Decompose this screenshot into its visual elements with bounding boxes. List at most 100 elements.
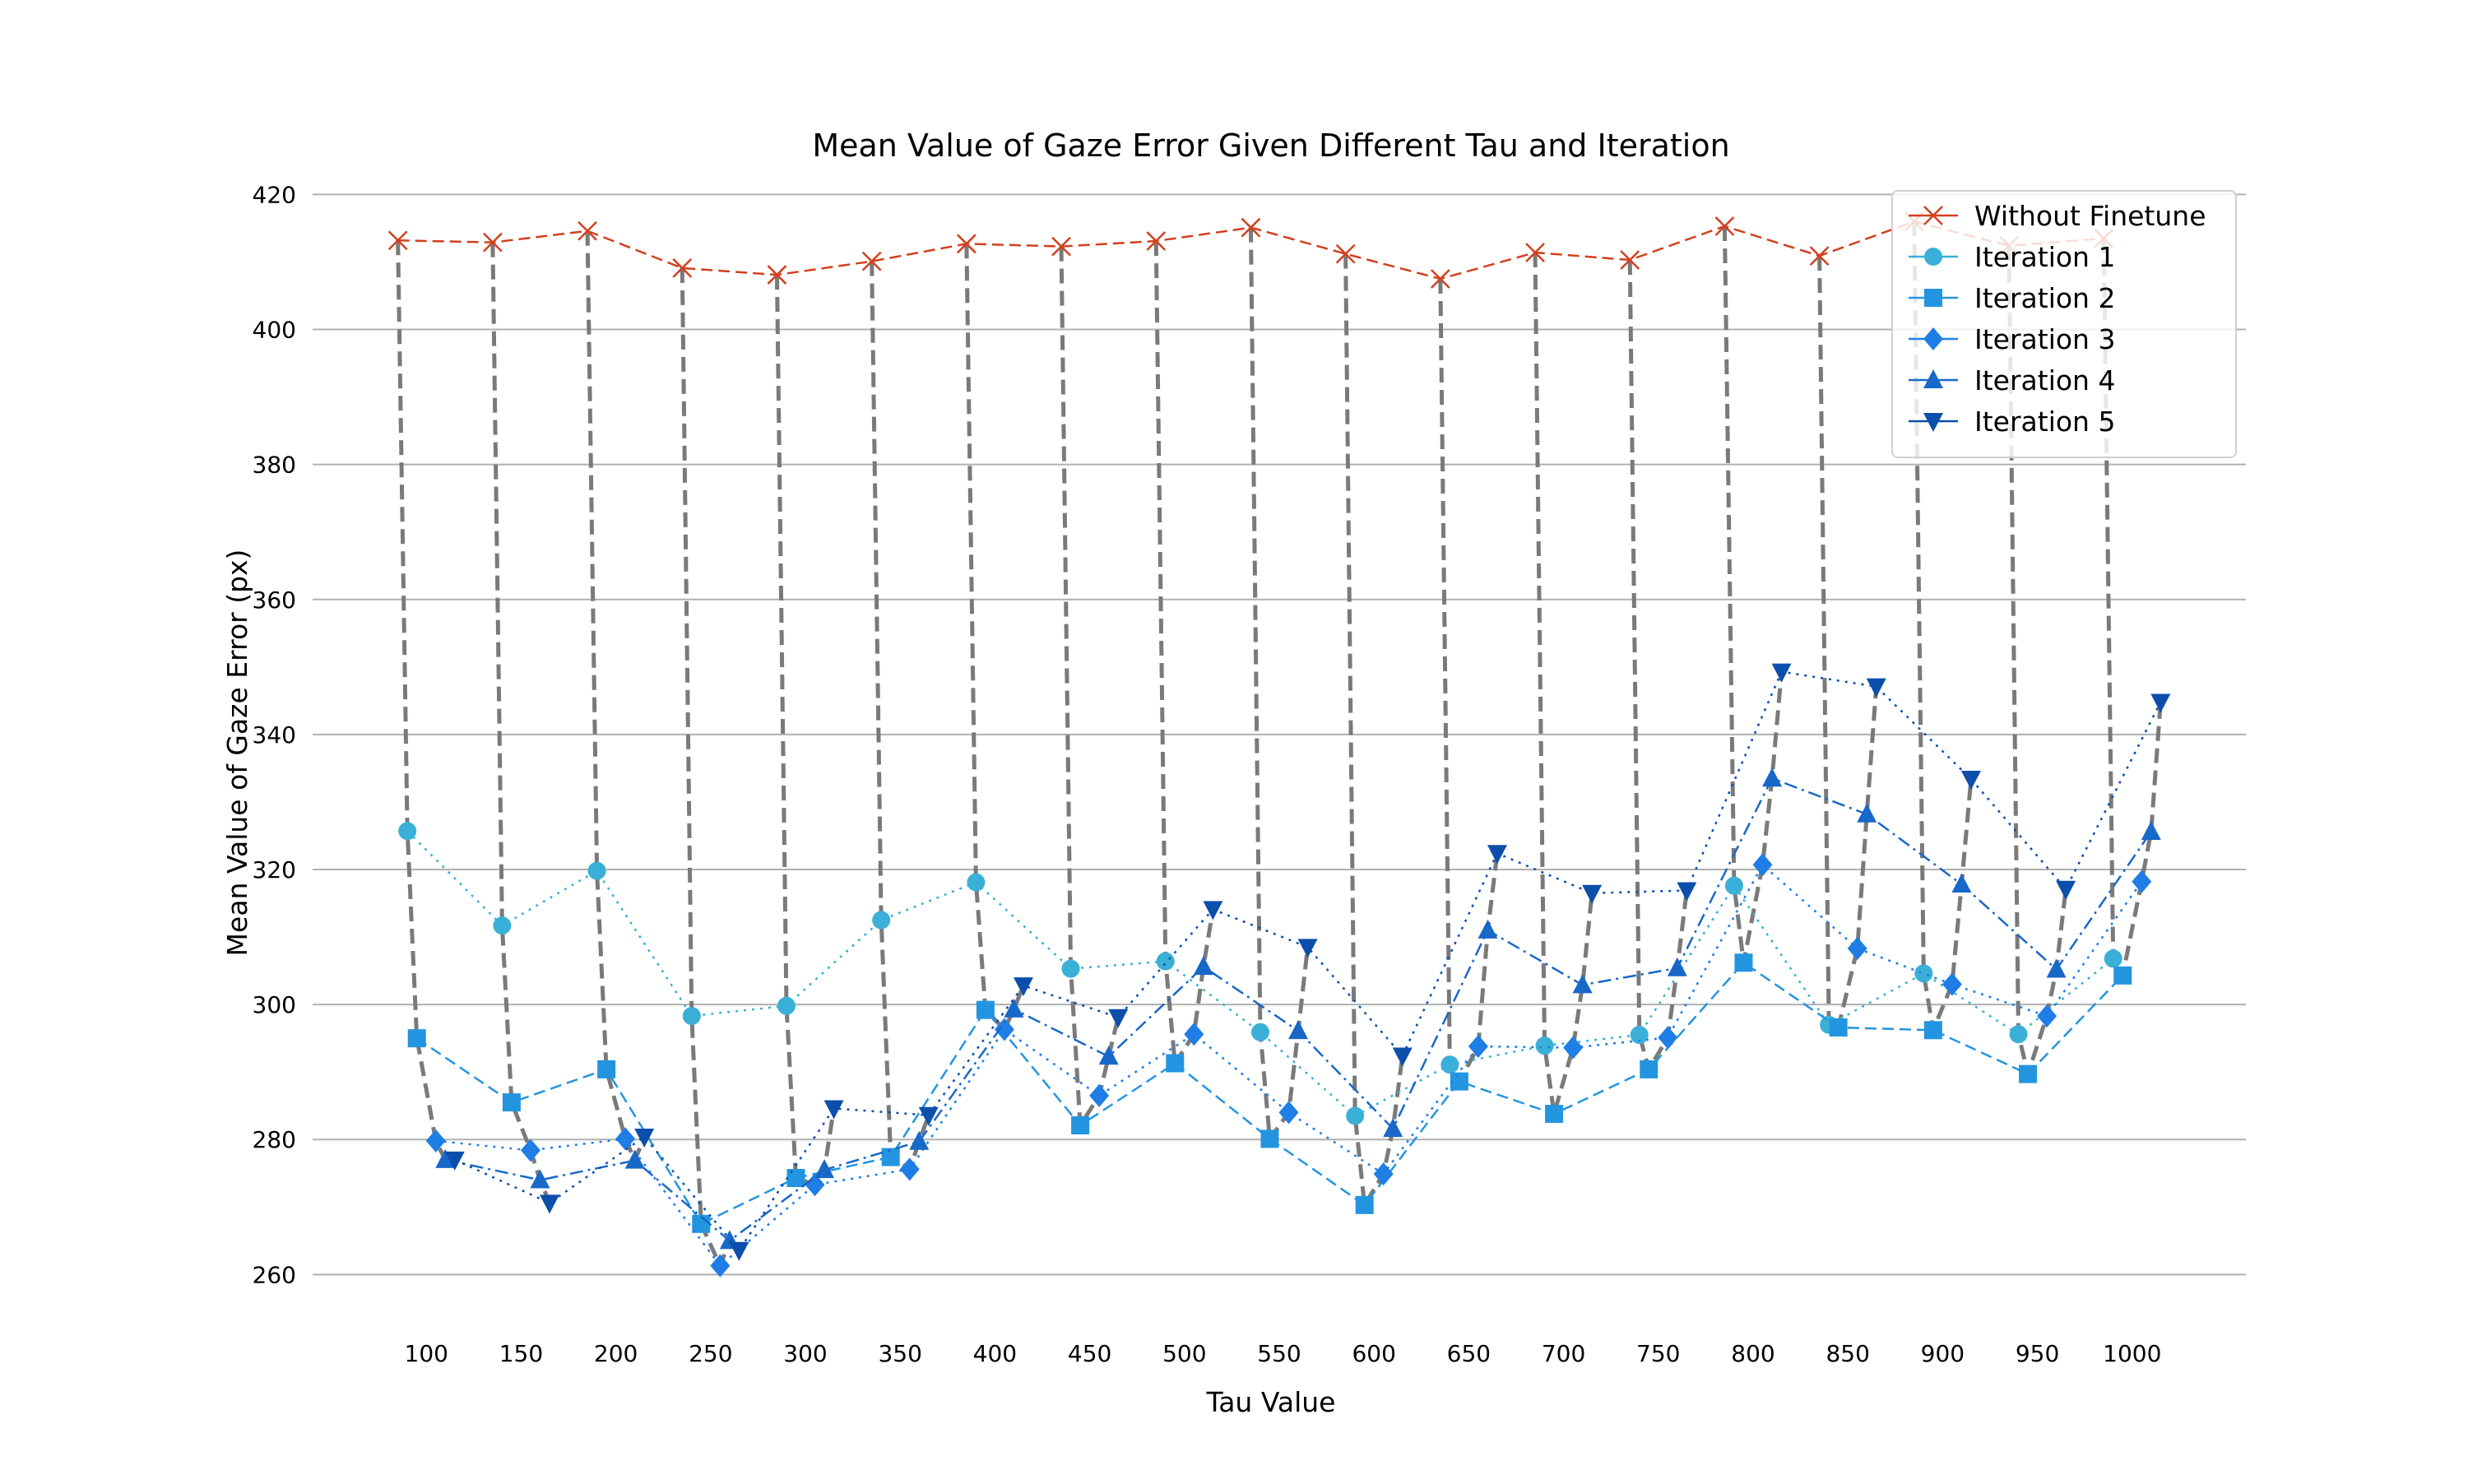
data-point: [1355, 1195, 1374, 1214]
data-point: [1346, 1106, 1365, 1125]
data-point: [2150, 693, 2171, 713]
y-tick-label: 280: [253, 1126, 296, 1153]
data-point: [1829, 1018, 1848, 1037]
data-point: [502, 1093, 521, 1112]
data-point: [1923, 1021, 1942, 1040]
y-tick-label: 400: [253, 317, 296, 344]
legend-item: Iteration 4: [1909, 364, 2115, 397]
data-point: [1440, 1055, 1459, 1074]
x-tick-label: 950: [2016, 1340, 2059, 1367]
series-line: [445, 777, 2152, 1242]
data-point: [1089, 1083, 1110, 1107]
x-tick-label: 400: [973, 1340, 1017, 1367]
data-point: [682, 1007, 701, 1026]
connector-line: [1248, 227, 1311, 1145]
data-point: [805, 1173, 825, 1197]
y-tick-label: 380: [253, 452, 296, 479]
x-tick-label: 350: [878, 1340, 921, 1367]
data-point: [578, 220, 597, 241]
data-point: [597, 1060, 616, 1078]
series-3: [425, 853, 2152, 1278]
data-point: [2104, 949, 2122, 968]
data-point: [1658, 1026, 1678, 1050]
data-point: [1620, 250, 1640, 270]
y-tick-label: 260: [253, 1261, 296, 1288]
legend-box: [1891, 190, 2237, 458]
connector-line: [1533, 252, 1594, 1115]
axis-ticks: 260 280 300 320 340 360 380 400 420 100 150 200 250 3…: [253, 181, 2162, 1367]
data-point: [634, 1128, 655, 1148]
legend-item: Iteration 5: [1909, 406, 2115, 438]
data-point: [1478, 919, 1498, 939]
data-point: [1288, 1020, 1309, 1040]
x-tick-label: 700: [1542, 1340, 1585, 1367]
connector-line: [870, 261, 931, 1173]
data-point: [1004, 998, 1024, 1018]
y-axis-label: Mean Value of Gaze Error (px): [221, 550, 253, 957]
connector-line: [1153, 240, 1215, 1069]
data-point: [1809, 246, 1830, 266]
chart-title: Mean Value of Gaze Error Given Different…: [812, 128, 1729, 164]
connector-line: [1722, 225, 1784, 963]
data-point: [710, 1254, 731, 1278]
data-point: [861, 251, 882, 271]
data-point: [615, 1127, 636, 1151]
data-point: [956, 234, 977, 254]
data-point: [1335, 243, 1356, 264]
data-point: [1108, 1009, 1129, 1028]
data-point: [2037, 1004, 2057, 1028]
data-point: [1184, 1023, 1204, 1046]
series-4: [435, 768, 2161, 1250]
x-tick-label: 750: [1636, 1340, 1680, 1367]
data-point: [777, 996, 796, 1015]
legend-label: Iteration 1: [1974, 241, 2115, 273]
data-point: [2141, 821, 2161, 841]
data-point: [1951, 874, 1972, 893]
x-tick-label: 500: [1162, 1340, 1206, 1367]
data-point: [1203, 901, 1223, 921]
data-point: [387, 230, 408, 251]
data-point: [1166, 1054, 1185, 1073]
data-point: [1071, 1116, 1090, 1135]
series-0: [387, 211, 2114, 289]
data-point: [1771, 663, 1792, 683]
data-point: [814, 1159, 835, 1179]
legend: Without Finetune Iteration 1 Iteration 2 It…: [1891, 190, 2237, 458]
data-point: [1146, 231, 1167, 251]
connector-line: [585, 230, 647, 1166]
legend-item: Iteration 1: [1909, 241, 2115, 273]
y-tick-label: 320: [253, 856, 296, 883]
x-tick-label: 200: [594, 1340, 638, 1367]
data-point: [1297, 939, 1318, 958]
data-point: [1241, 217, 1261, 238]
x-tick-label: 1000: [2103, 1340, 2161, 1367]
data-point: [530, 1169, 550, 1189]
data-point: [1572, 974, 1593, 994]
connector-line: [964, 243, 1026, 1033]
connector-line: [1343, 253, 1405, 1212]
x-tick-label: 550: [1257, 1340, 1301, 1367]
data-point: [881, 1148, 900, 1166]
x-tick-label: 450: [1068, 1340, 1111, 1367]
legend-marker: [1924, 289, 1942, 307]
series-5: [444, 663, 2171, 1261]
connector-line: [1912, 221, 1974, 1038]
connector-line: [490, 242, 552, 1204]
data-point: [1724, 876, 1743, 895]
legend-marker: [1923, 327, 1943, 350]
connector-line: [1059, 246, 1120, 1132]
connector-line: [1627, 259, 1689, 1075]
series-1: [398, 822, 2122, 1125]
connector-line: [396, 240, 455, 1162]
data-point: [672, 257, 693, 278]
data-point: [967, 873, 986, 892]
data-point: [1960, 771, 1981, 791]
data-point: [1752, 853, 1773, 877]
data-point: [520, 1139, 540, 1162]
connector-line: [2006, 245, 2068, 1082]
data-point: [1640, 1060, 1658, 1078]
x-tick-label: 250: [689, 1340, 732, 1367]
data-point: [1487, 845, 1507, 865]
data-point: [2056, 880, 2076, 900]
